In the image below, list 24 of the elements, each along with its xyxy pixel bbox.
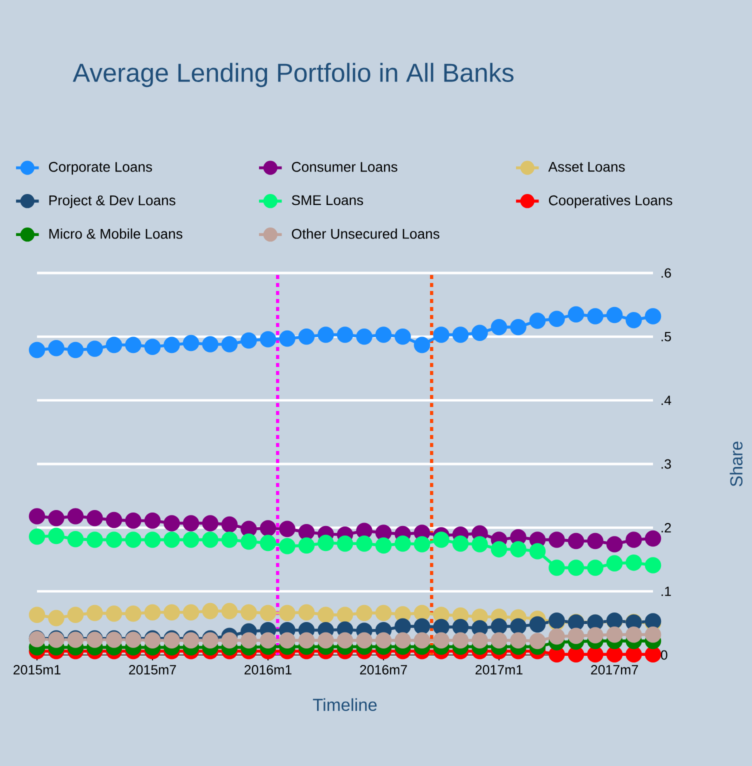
- y-tick-label: .5: [662, 332, 671, 342]
- x-tick-label: 2016m1: [244, 665, 292, 674]
- y-tick-label: .4: [662, 396, 672, 405]
- x-tick-label: 2016m7: [360, 665, 407, 674]
- legend-label: SME Loans: [292, 195, 364, 206]
- y-tick-label: .6: [662, 268, 671, 278]
- legend-label: Corporate Loans: [48, 162, 152, 175]
- legend-label: Consumer Loans: [292, 162, 398, 172]
- legend-label: Asset Loans: [548, 162, 625, 172]
- y-tick-label: .3: [662, 459, 671, 469]
- x-axis-title: Timeline: [312, 698, 377, 712]
- legend-label: Micro & Mobile Loans: [49, 228, 182, 239]
- legend-label: Project & Dev Loans: [49, 195, 176, 208]
- x-tick-label: 2017m1: [476, 665, 522, 674]
- legend-label: Other Unsecured Loans: [292, 228, 440, 239]
- y-tick-label: 0: [660, 650, 668, 660]
- y-axis-title: Share: [730, 442, 743, 486]
- chart-title: Average Lending Portfolio in All Banks: [72, 62, 514, 88]
- x-tick-label: 2017m7: [591, 665, 638, 674]
- y-tick-label: .2: [662, 523, 671, 532]
- x-tick-label: 2015m1: [14, 665, 60, 674]
- x-tick-label: 2015m7: [129, 665, 176, 674]
- y-tick-label: .1: [662, 586, 671, 596]
- legend-label: Cooperatives Loans: [548, 195, 672, 208]
